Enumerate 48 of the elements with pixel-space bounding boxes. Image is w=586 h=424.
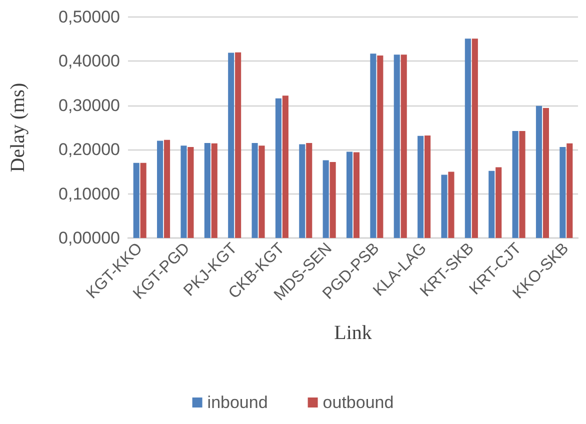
- bar: [370, 54, 376, 238]
- bar: [275, 98, 282, 238]
- bar: [448, 172, 454, 238]
- y-tick-label: 0,30000: [58, 96, 120, 115]
- bar: [258, 146, 265, 238]
- bar: [488, 170, 495, 238]
- bar: [560, 146, 566, 238]
- bar: [464, 38, 471, 238]
- y-tick-label: 0,20000: [58, 140, 120, 160]
- bar: [353, 152, 360, 238]
- legend-label: inbound: [207, 393, 268, 412]
- y-tick-label: 0,40000: [58, 52, 120, 71]
- bar: [322, 160, 329, 238]
- bar: [157, 140, 164, 238]
- bar: [252, 142, 258, 238]
- bar: [394, 54, 400, 238]
- bar: [188, 146, 194, 238]
- bar: [536, 106, 542, 238]
- bar: [180, 146, 187, 238]
- bar: [566, 143, 573, 238]
- bar: [133, 162, 140, 238]
- bar: [299, 144, 306, 238]
- bar: [519, 131, 526, 238]
- bar: [282, 96, 288, 238]
- bar: [377, 55, 384, 238]
- bar: [330, 162, 336, 238]
- legend-label: outbound: [322, 393, 394, 412]
- bar: [496, 167, 502, 238]
- bar: [346, 152, 353, 238]
- bar: [400, 54, 407, 238]
- bar: [211, 143, 218, 238]
- y-axis-title: Delay (ms): [7, 82, 29, 172]
- bar: [441, 174, 448, 238]
- y-tick-label: 0,50000: [58, 8, 120, 26]
- bar: [140, 162, 146, 238]
- bar: [204, 142, 210, 238]
- bar: [418, 136, 424, 238]
- bar: [472, 38, 478, 238]
- bar: [542, 108, 549, 238]
- x-axis-title: Link: [334, 322, 372, 344]
- y-tick-label: 0,00000: [58, 228, 120, 248]
- bar: [228, 52, 234, 238]
- bar: [512, 131, 518, 238]
- y-tick-label: 0,10000: [58, 184, 120, 204]
- bar: [424, 135, 431, 238]
- bar: [164, 140, 170, 238]
- bar: [235, 52, 242, 238]
- bar: [306, 142, 312, 238]
